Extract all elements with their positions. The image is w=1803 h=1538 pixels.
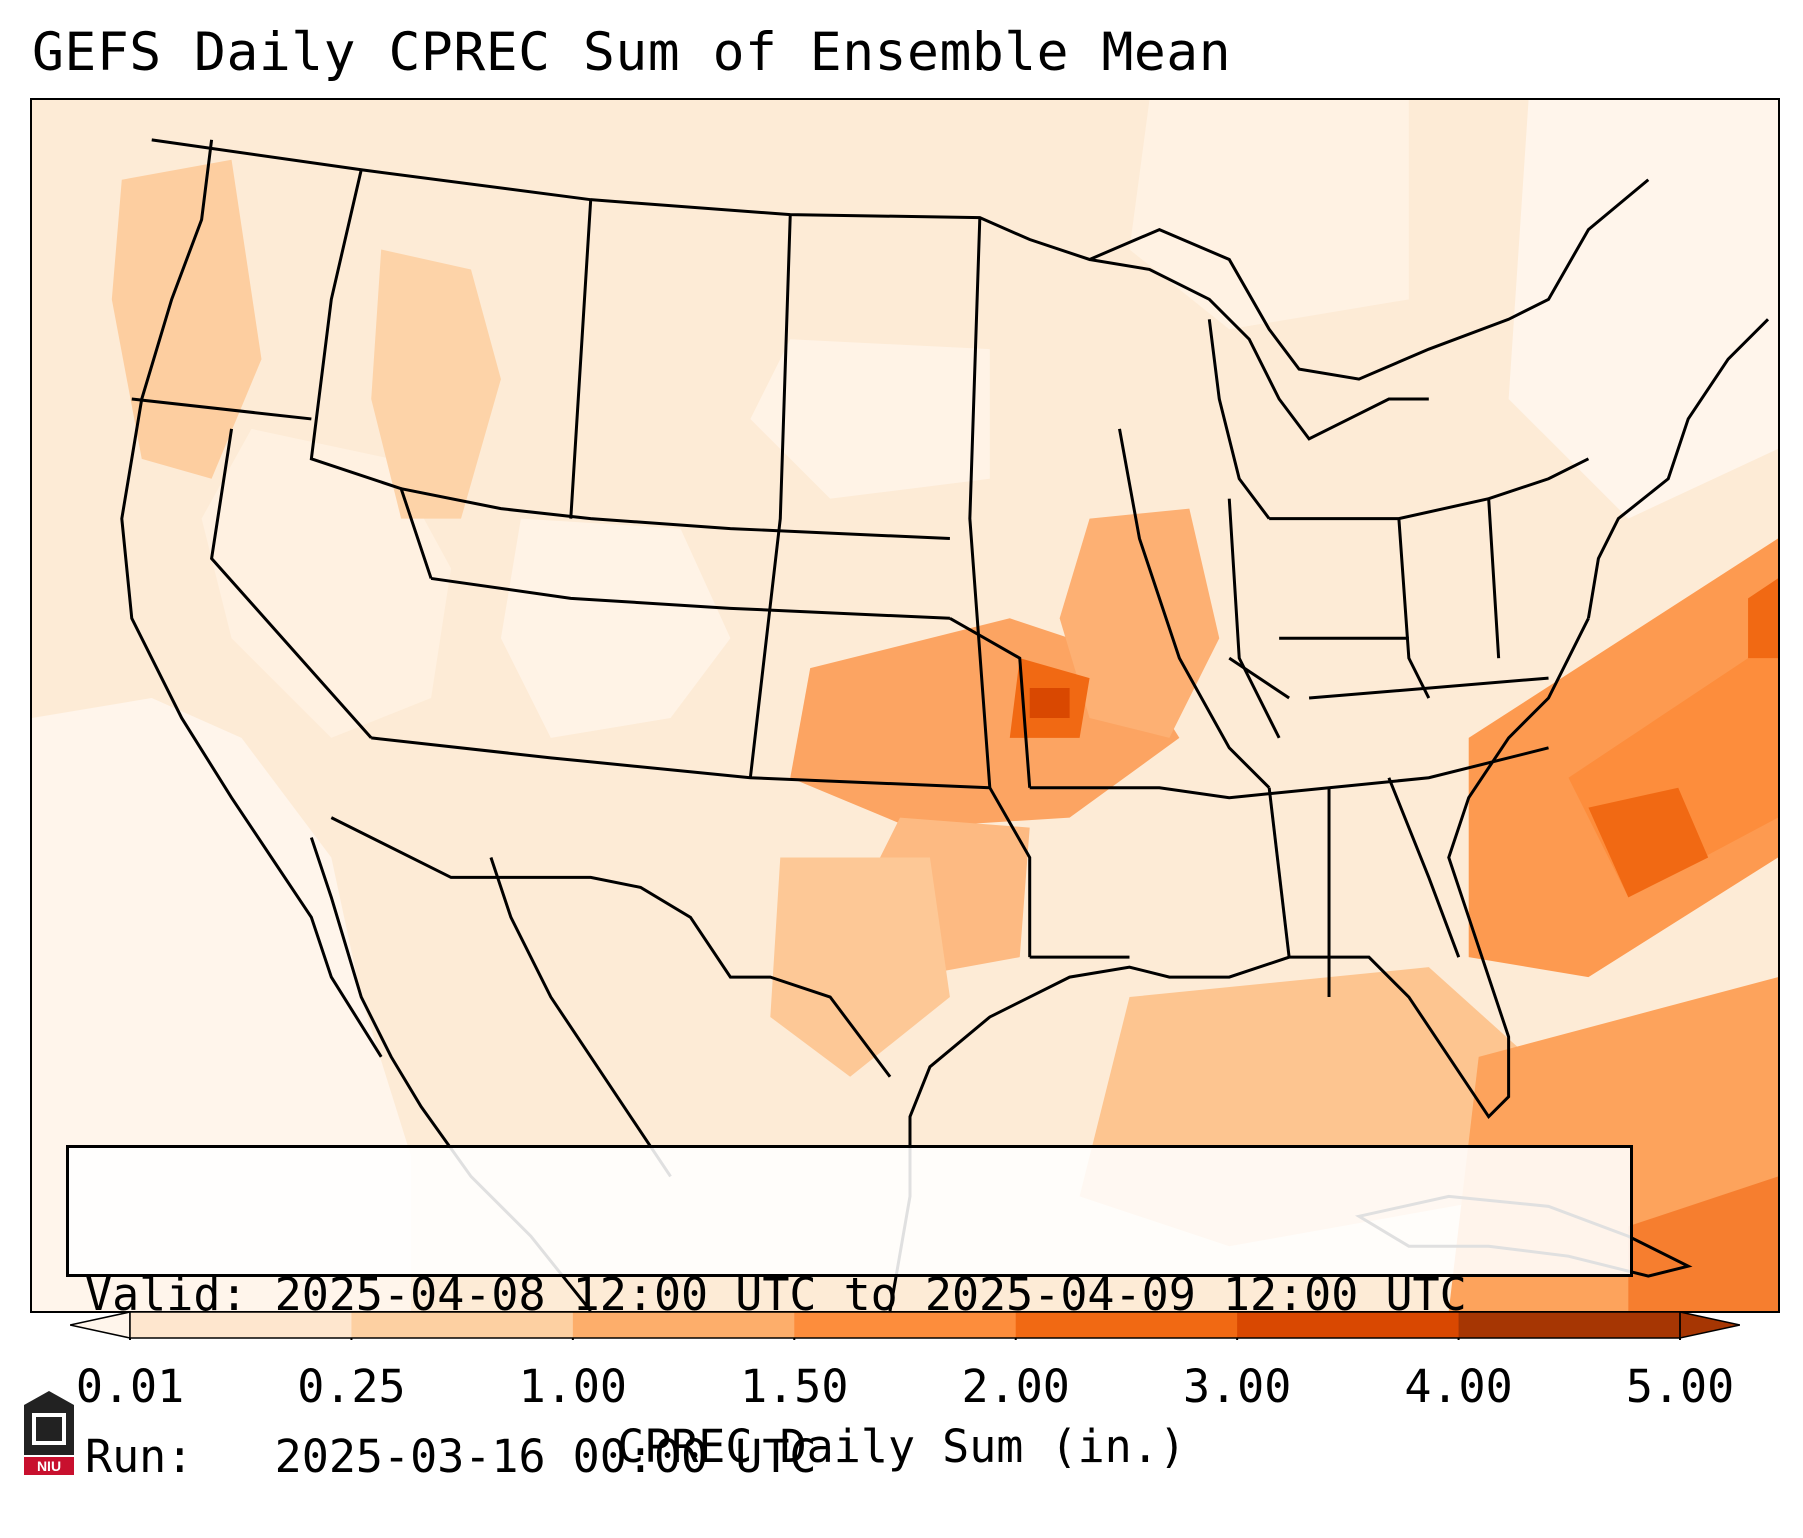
- colorbar-ticks: 0.01 0.25 1.00 1.50 2.00 3.00 4.00 5.00: [0, 1360, 1803, 1413]
- colorbar-label: CPREC Daily Sum (in.): [617, 1420, 1186, 1473]
- colorbar-segment: [572, 1312, 795, 1338]
- niu-logo: NIU: [24, 1391, 74, 1475]
- colorbar-outline: [129, 1311, 1681, 1339]
- colorbar-tick-label: 5.00: [1625, 1360, 1735, 1413]
- colorbar-tick-label: 4.00: [1404, 1360, 1513, 1413]
- colorbar-segment: [1458, 1312, 1681, 1338]
- logo-text: NIU: [37, 1458, 61, 1474]
- colorbar-segment: [794, 1312, 1017, 1338]
- colorbar-tick-label: 2.00: [961, 1360, 1070, 1413]
- colorbar-segments: [70, 1311, 1740, 1340]
- run-row: Run: 2025-03-16 00:00 UTC: [85, 1430, 1614, 1484]
- colorbar-segment: [351, 1312, 574, 1338]
- run-label: Run:: [85, 1430, 194, 1483]
- map-canvas: [32, 100, 1778, 1311]
- colorbar-segment: [1237, 1312, 1460, 1338]
- run-value: 2025-03-16 00:00 UTC: [274, 1430, 817, 1483]
- logo-banner: [24, 1457, 74, 1475]
- colorbar-tick-label: 1.50: [740, 1360, 849, 1413]
- colorbar-tick-label: 0.01: [75, 1360, 185, 1413]
- colorbar-tick-label: 1.00: [518, 1360, 628, 1413]
- colorbar: [70, 1311, 1740, 1340]
- colorbar-tick-label: 0.25: [297, 1360, 406, 1413]
- colorbar-extend-low: [70, 1311, 131, 1339]
- colorbar-extend-high: [1679, 1311, 1740, 1339]
- valid-run-info-box: Valid: 2025-04-08 12:00 UTC to 2025-04-0…: [66, 1145, 1633, 1483]
- colorbar-segment: [130, 1312, 352, 1338]
- colorbar-segment: [1015, 1312, 1238, 1338]
- colorbar-tick-label: 3.00: [1182, 1360, 1292, 1413]
- map-title: GEFS Daily CPREC Sum of Ensemble Mean: [32, 22, 1232, 83]
- logo-window-inner: [36, 1417, 62, 1441]
- precipitation-map: [30, 98, 1780, 1313]
